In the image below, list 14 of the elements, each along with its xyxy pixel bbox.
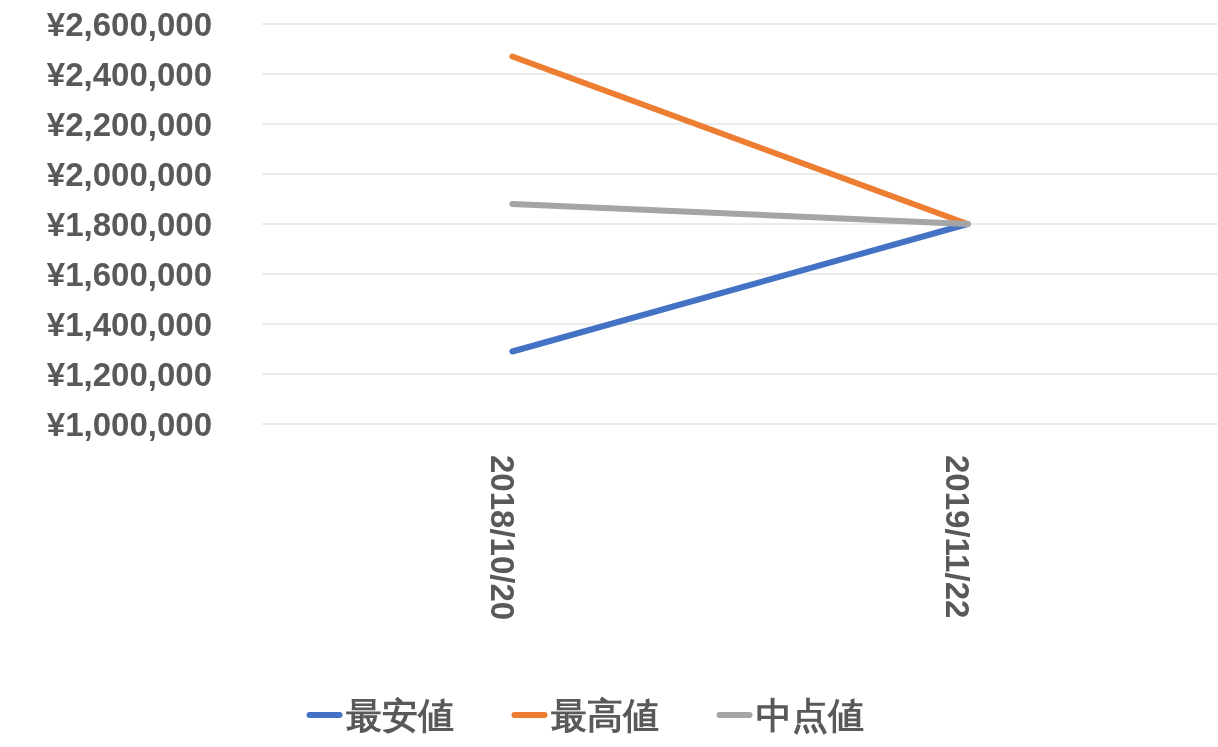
y-tick-label: ¥1,600,000 [46,255,212,293]
y-tick-label: ¥2,200,000 [46,105,212,143]
y-tick-label: ¥1,200,000 [46,355,212,393]
y-tick-label: ¥2,400,000 [46,55,212,93]
legend-label: 最高値 [550,694,659,736]
y-tick-label: ¥2,600,000 [46,5,212,43]
y-tick-label: ¥1,400,000 [46,305,212,343]
x-tick-label: 2019/11/22 [938,455,976,619]
y-tick-label: ¥1,800,000 [46,205,212,243]
y-tick-label: ¥1,000,000 [46,405,212,443]
legend-label: 最安値 [345,694,454,736]
x-tick-label: 2018/10/20 [483,455,521,621]
legend-label: 中点値 [755,694,864,736]
y-tick-label: ¥2,000,000 [46,155,212,193]
